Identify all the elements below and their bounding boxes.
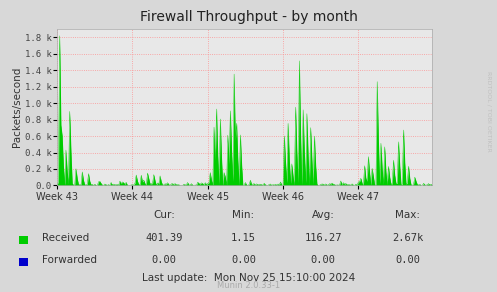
Text: 1.15: 1.15 [231, 233, 256, 243]
Text: 0.00: 0.00 [311, 255, 335, 265]
Text: Min:: Min: [233, 210, 254, 220]
Y-axis label: Packets/second: Packets/second [12, 67, 22, 147]
Text: Max:: Max: [395, 210, 420, 220]
Text: Forwarded: Forwarded [42, 255, 97, 265]
Text: Munin 2.0.33-1: Munin 2.0.33-1 [217, 281, 280, 290]
Text: 0.00: 0.00 [395, 255, 420, 265]
Text: Received: Received [42, 233, 89, 243]
Text: Last update:  Mon Nov 25 15:10:00 2024: Last update: Mon Nov 25 15:10:00 2024 [142, 273, 355, 283]
Text: Cur:: Cur: [153, 210, 175, 220]
Text: Firewall Throughput - by month: Firewall Throughput - by month [140, 10, 357, 24]
Text: 0.00: 0.00 [152, 255, 176, 265]
Text: RRDTOOL / TOBI OETIKER: RRDTOOL / TOBI OETIKER [487, 71, 492, 151]
Text: 116.27: 116.27 [304, 233, 342, 243]
Text: 0.00: 0.00 [231, 255, 256, 265]
Text: 401.39: 401.39 [145, 233, 183, 243]
Text: 2.67k: 2.67k [392, 233, 423, 243]
Text: Avg:: Avg: [312, 210, 334, 220]
